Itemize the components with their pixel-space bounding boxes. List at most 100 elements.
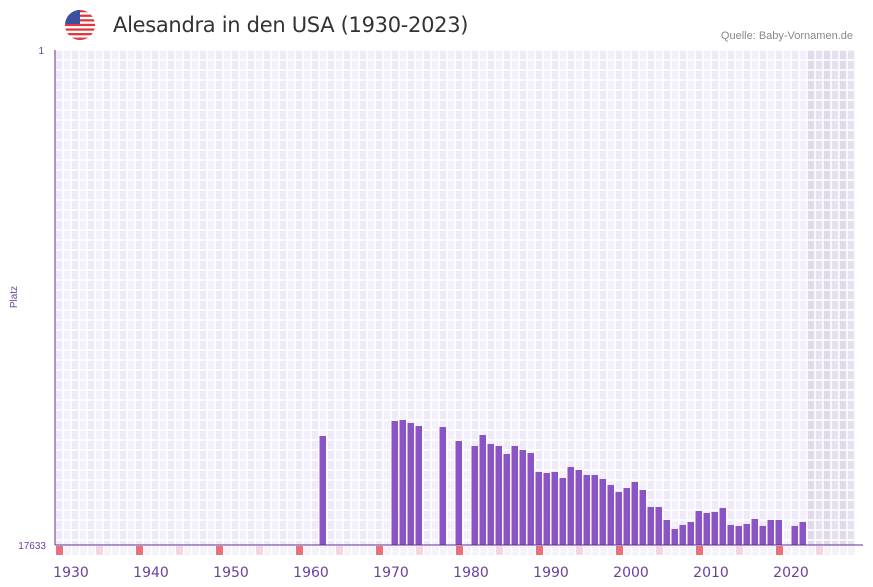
marker-cell xyxy=(824,546,831,555)
bar-1991 xyxy=(559,477,566,545)
grid-column xyxy=(127,50,135,545)
bar-2012 xyxy=(727,524,734,545)
bar-2004 xyxy=(663,519,670,545)
grid-column xyxy=(455,50,463,545)
grid-column xyxy=(807,50,815,545)
bar-1976 xyxy=(439,427,446,545)
marker-cell xyxy=(224,546,231,555)
marker-cell xyxy=(104,546,111,555)
grid-column xyxy=(535,50,543,545)
marker-cell xyxy=(424,546,431,555)
grid-column xyxy=(735,50,743,545)
bar-2007 xyxy=(687,521,694,545)
marker-cell xyxy=(328,546,335,555)
marker-cell xyxy=(112,546,119,555)
grid-column xyxy=(199,50,207,545)
bar-2015 xyxy=(751,518,758,545)
source-link[interactable]: Quelle: Baby-Vornamen.de xyxy=(720,30,853,42)
bar-1961 xyxy=(319,436,326,545)
marker-cell xyxy=(528,546,535,555)
bar-1994 xyxy=(583,474,590,545)
grid-column xyxy=(63,50,71,545)
grid-column xyxy=(711,50,719,545)
grid-column xyxy=(639,50,647,545)
grid-column xyxy=(71,50,79,545)
grid-column xyxy=(799,50,807,545)
grid-column xyxy=(559,50,567,545)
marker-cell xyxy=(640,546,647,555)
bar-1983 xyxy=(495,445,502,545)
bar-1970 xyxy=(391,420,398,545)
half-decade-marker xyxy=(736,546,743,555)
half-decade-marker xyxy=(416,546,423,555)
grid-column xyxy=(679,50,687,545)
marker-cell xyxy=(592,546,599,555)
x-tick-label: 1960 xyxy=(293,565,329,581)
marker-cell xyxy=(624,546,631,555)
x-tick-label: 1940 xyxy=(133,565,169,581)
grid-column xyxy=(647,50,655,545)
marker-cell xyxy=(408,546,415,555)
grid-column xyxy=(175,50,183,545)
marker-cell xyxy=(232,546,239,555)
marker-cell xyxy=(552,546,559,555)
marker-cell xyxy=(848,546,855,555)
grid-column xyxy=(471,50,479,545)
grid-column xyxy=(607,50,615,545)
grid-column xyxy=(303,50,311,545)
grid-column xyxy=(79,50,87,545)
grid-column xyxy=(143,50,151,545)
marker-cell xyxy=(832,546,839,555)
decade-marker xyxy=(296,546,303,555)
marker-cell xyxy=(208,546,215,555)
marker-cell xyxy=(384,546,391,555)
grid-column xyxy=(167,50,175,545)
grid-column xyxy=(383,50,391,545)
half-decade-marker xyxy=(816,546,823,555)
grid-column xyxy=(687,50,695,545)
grid-column xyxy=(119,50,127,545)
bar-1978 xyxy=(455,440,462,545)
grid-column xyxy=(839,50,847,545)
grid-column xyxy=(367,50,375,545)
marker-cell xyxy=(184,546,191,555)
grid-column xyxy=(407,50,415,545)
bar-1995 xyxy=(591,474,598,545)
bar-1997 xyxy=(607,484,614,545)
grid-column xyxy=(255,50,263,545)
grid-column xyxy=(191,50,199,545)
grid-column xyxy=(847,50,855,545)
bar-1989 xyxy=(543,472,550,545)
marker-cell xyxy=(280,546,287,555)
marker-cell xyxy=(688,546,695,555)
marker-cell xyxy=(752,546,759,555)
grid-column xyxy=(631,50,639,545)
grid-column xyxy=(671,50,679,545)
grid-column xyxy=(55,50,63,545)
grid-column xyxy=(567,50,575,545)
grid-column xyxy=(431,50,439,545)
grid-column xyxy=(655,50,663,545)
bar-2002 xyxy=(647,506,654,545)
half-decade-marker xyxy=(256,546,263,555)
grid-column xyxy=(343,50,351,545)
marker-cell xyxy=(808,546,815,555)
marker-cell xyxy=(680,546,687,555)
grid-column xyxy=(207,50,215,545)
marker-cell xyxy=(768,546,775,555)
marker-cell xyxy=(448,546,455,555)
grid-column xyxy=(95,50,103,545)
bar-2010 xyxy=(711,511,718,545)
grid-column xyxy=(511,50,519,545)
marker-cell xyxy=(800,546,807,555)
grid-column xyxy=(151,50,159,545)
marker-cell xyxy=(288,546,295,555)
decade-marker xyxy=(776,546,783,555)
half-decade-marker xyxy=(96,546,103,555)
half-decade-marker xyxy=(656,546,663,555)
marker-cell xyxy=(648,546,655,555)
grid-column xyxy=(279,50,287,545)
x-tick-label: 1950 xyxy=(213,565,249,581)
bar-1987 xyxy=(527,453,534,545)
grid-column xyxy=(399,50,407,545)
